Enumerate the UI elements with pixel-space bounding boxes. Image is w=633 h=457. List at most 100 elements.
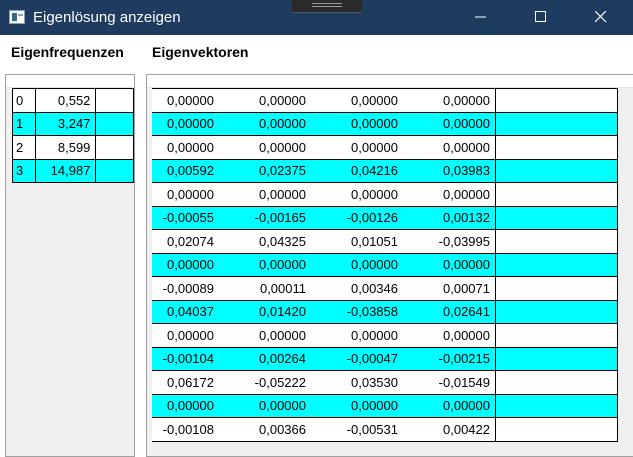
vector-component-3[interactable]: 0,03530 [310,370,402,395]
frequency-row[interactable]: 1 3,247 [11,111,134,136]
vector-empty-cell[interactable] [495,417,618,442]
vector-component-1[interactable]: 0,06172 [152,370,218,395]
vector-component-4[interactable]: 0,00132 [402,205,494,230]
vector-component-2[interactable]: 0,02375 [218,158,310,183]
vector-component-1[interactable]: 0,02074 [152,229,218,254]
frequency-value[interactable]: 8,599 [35,135,97,160]
frequency-empty-cell[interactable] [95,88,134,113]
vector-component-1[interactable]: -0,00108 [152,417,218,442]
vector-component-2[interactable]: -0,05222 [218,370,310,395]
vector-row[interactable]: -0,00108 0,00366 -0,00531 0,00422 [152,417,618,442]
vector-component-3[interactable]: 0,00000 [310,88,402,113]
vector-component-2[interactable]: 0,00000 [218,135,310,160]
vector-row[interactable]: 0,02074 0,04325 0,01051 -0,03995 [152,229,618,254]
vector-component-1[interactable]: 0,00000 [152,323,218,348]
frequency-index[interactable]: 1 [11,111,37,136]
vector-empty-cell[interactable] [495,299,618,324]
frequency-row[interactable]: 3 14,987 [11,158,134,183]
vector-component-1[interactable]: 0,00000 [152,182,218,207]
vector-row[interactable]: -0,00089 0,00011 0,00346 0,00071 [152,276,618,301]
vector-component-4[interactable]: 0,00000 [402,323,494,348]
vector-component-3[interactable]: 0,00346 [310,276,402,301]
vector-component-1[interactable]: 0,00000 [152,111,218,136]
vector-empty-cell[interactable] [495,370,618,395]
vector-empty-cell[interactable] [495,393,618,418]
vector-row[interactable]: -0,00104 0,00264 -0,00047 -0,00215 [152,346,618,371]
frequency-empty-cell[interactable] [95,111,134,136]
vector-component-2[interactable]: 0,04325 [218,229,310,254]
vector-component-3[interactable]: -0,03858 [310,299,402,324]
vector-row[interactable]: 0,00000 0,00000 0,00000 0,00000 [152,135,618,160]
vector-empty-cell[interactable] [495,229,618,254]
vector-component-4[interactable]: 0,02641 [402,299,494,324]
frequency-index[interactable]: 3 [11,158,37,183]
vector-component-4[interactable]: 0,00000 [402,393,494,418]
vector-component-2[interactable]: 0,00000 [218,88,310,113]
frequencies-grid[interactable]: 0 0,552 1 3,247 2 8,599 3 14,987 [5,74,135,457]
vector-component-4[interactable]: -0,01549 [402,370,494,395]
vector-component-1[interactable]: 0,00000 [152,252,218,277]
frequency-value[interactable]: 0,552 [35,88,97,113]
vector-component-2[interactable]: 0,00000 [218,252,310,277]
vector-component-3[interactable]: -0,00126 [310,205,402,230]
vector-component-2[interactable]: 0,00011 [218,276,310,301]
frequency-row[interactable]: 2 8,599 [11,135,134,160]
vector-empty-cell[interactable] [495,252,618,277]
vector-empty-cell[interactable] [495,346,618,371]
vector-component-2[interactable]: 0,00000 [218,111,310,136]
frequency-empty-cell[interactable] [95,135,134,160]
vector-component-3[interactable]: 0,00000 [310,393,402,418]
vector-row[interactable]: 0,00000 0,00000 0,00000 0,00000 [152,88,618,113]
close-button[interactable] [578,0,624,35]
vector-row[interactable]: 0,00000 0,00000 0,00000 0,00000 [152,393,618,418]
vector-empty-cell[interactable] [495,111,618,136]
vector-component-4[interactable]: 0,00000 [402,111,494,136]
vector-component-1[interactable]: 0,04037 [152,299,218,324]
vector-component-4[interactable]: 0,03983 [402,158,494,183]
frequency-value[interactable]: 14,987 [35,158,97,183]
frequency-index[interactable]: 0 [11,88,37,113]
vector-component-1[interactable]: -0,00055 [152,205,218,230]
vector-component-2[interactable]: 0,00000 [218,323,310,348]
minimize-button[interactable] [458,0,504,35]
vector-component-2[interactable]: -0,00165 [218,205,310,230]
vector-component-2[interactable]: 0,00000 [218,182,310,207]
vector-component-4[interactable]: -0,00215 [402,346,494,371]
vector-component-1[interactable]: 0,00000 [152,135,218,160]
vector-empty-cell[interactable] [495,276,618,301]
vector-component-4[interactable]: -0,03995 [402,229,494,254]
vector-empty-cell[interactable] [495,158,618,183]
vector-component-2[interactable]: 0,00264 [218,346,310,371]
vector-component-3[interactable]: 0,01051 [310,229,402,254]
vector-empty-cell[interactable] [495,323,618,348]
frequencies-grid-header[interactable] [6,75,134,88]
vector-row[interactable]: 0,04037 0,01420 -0,03858 0,02641 [152,299,618,324]
vector-component-4[interactable]: 0,00071 [402,276,494,301]
maximize-button[interactable] [518,0,564,35]
frequency-value[interactable]: 3,247 [35,111,97,136]
vector-component-3[interactable]: -0,00047 [310,346,402,371]
snap-handle[interactable] [292,0,362,13]
vector-component-3[interactable]: 0,00000 [310,135,402,160]
vector-component-1[interactable]: 0,00000 [152,88,218,113]
vector-row[interactable]: 0,00000 0,00000 0,00000 0,00000 [152,323,618,348]
vector-row[interactable]: 0,00000 0,00000 0,00000 0,00000 [152,182,618,207]
frequency-empty-cell[interactable] [95,158,134,183]
vector-component-4[interactable]: 0,00000 [402,182,494,207]
vector-component-1[interactable]: 0,00000 [152,393,218,418]
vector-component-3[interactable]: 0,00000 [310,111,402,136]
vector-component-4[interactable]: 0,00000 [402,88,494,113]
vector-component-4[interactable]: 0,00000 [402,252,494,277]
vector-row[interactable]: -0,00055 -0,00165 -0,00126 0,00132 [152,205,618,230]
vector-component-2[interactable]: 0,00366 [218,417,310,442]
vector-empty-cell[interactable] [495,135,618,160]
vector-empty-cell[interactable] [495,88,618,113]
vector-component-3[interactable]: 0,00000 [310,323,402,348]
vector-row[interactable]: 0,00000 0,00000 0,00000 0,00000 [152,252,618,277]
vector-component-2[interactable]: 0,01420 [218,299,310,324]
vectors-grid-header[interactable] [147,75,633,88]
vector-component-3[interactable]: 0,00000 [310,182,402,207]
vector-row[interactable]: 0,00592 0,02375 0,04216 0,03983 [152,158,618,183]
vector-row[interactable]: 0,00000 0,00000 0,00000 0,00000 [152,111,618,136]
vector-component-2[interactable]: 0,00000 [218,393,310,418]
